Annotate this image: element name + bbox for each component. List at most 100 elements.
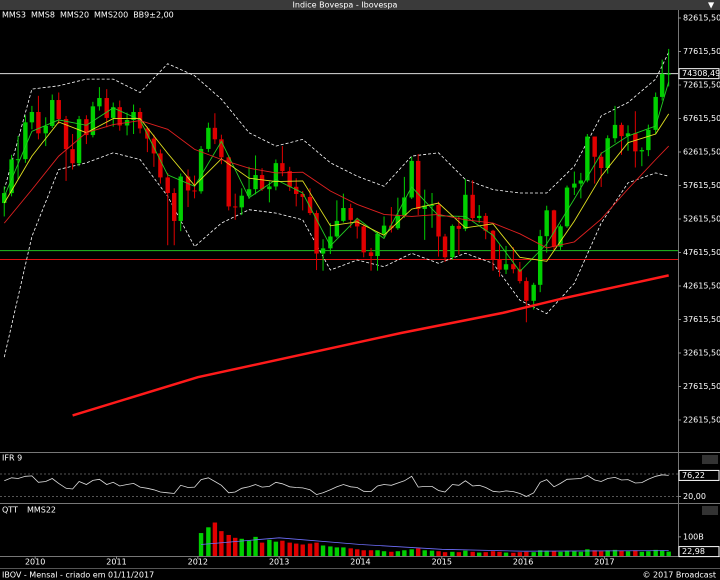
- volume-bar: [198, 533, 204, 556]
- volume-bar: [300, 544, 305, 556]
- menu-arrow[interactable]: ▼: [708, 1, 715, 10]
- candle-body: [592, 136, 597, 157]
- volume-bar: [592, 550, 597, 556]
- volume-bar: [226, 534, 231, 556]
- volume-bar: [625, 551, 631, 556]
- volume-bar: [334, 547, 340, 556]
- legend-entry: MMS200: [94, 11, 128, 20]
- volume-bar: [375, 550, 380, 556]
- candle-body: [558, 226, 563, 247]
- candle-body: [517, 269, 523, 282]
- legend-entry: MMS20: [60, 11, 89, 20]
- volume-bar: [341, 547, 346, 556]
- candle-body: [544, 210, 549, 237]
- candle-body: [476, 215, 482, 219]
- volume-bar: [633, 550, 638, 556]
- volume-bar: [463, 550, 468, 556]
- volume-bar: [314, 542, 319, 556]
- volume-bar: [666, 551, 671, 556]
- value-label: 22,98: [682, 547, 705, 556]
- candle-body: [212, 127, 218, 140]
- y-tick-label: 62615,50: [683, 148, 720, 157]
- volume-average: [201, 537, 669, 552]
- y-tick-label: 37615,50: [683, 315, 720, 324]
- volume-bar: [503, 552, 509, 556]
- value-label: 74308,49: [682, 69, 720, 78]
- candle-body: [219, 139, 224, 158]
- candle-body: [436, 204, 441, 237]
- panel-button[interactable]: [702, 455, 718, 464]
- candle-body: [15, 159, 21, 161]
- legend-entry: MMS8: [31, 11, 55, 20]
- candle-body: [511, 264, 516, 270]
- panel-button[interactable]: [702, 506, 718, 515]
- candle-body: [409, 160, 414, 198]
- volume-bar: [307, 543, 313, 556]
- volume-bar: [585, 549, 590, 556]
- candle-body: [158, 153, 163, 178]
- volume-bar: [395, 551, 401, 556]
- volume-bar: [544, 550, 549, 556]
- volume-bar: [450, 551, 455, 556]
- volume-bar: [328, 546, 333, 556]
- volume-bar: [524, 551, 529, 556]
- candle-body: [287, 171, 292, 187]
- candle-body: [619, 124, 624, 137]
- candle-body: [334, 220, 340, 237]
- candle-body: [172, 193, 177, 221]
- y-tick-label: 67615,50: [683, 114, 720, 123]
- y-tick-label: 72615,50: [683, 81, 720, 90]
- volume-bar: [653, 549, 658, 556]
- candle-body: [104, 98, 109, 118]
- candle-body: [76, 119, 82, 164]
- volume-bar: [442, 552, 448, 556]
- panel-title: IFR 9: [2, 454, 22, 463]
- candle-body: [267, 186, 272, 190]
- legend-entry: MMS3: [2, 11, 26, 20]
- volume-bar: [517, 552, 523, 556]
- volume-bar: [320, 545, 326, 556]
- candle-body: [598, 156, 604, 169]
- candle-body: [490, 230, 496, 260]
- candle-body: [70, 149, 75, 164]
- candle-body: [375, 233, 380, 256]
- volume-bar: [219, 531, 224, 556]
- volume-bar: [470, 551, 475, 556]
- volume-bar: [253, 536, 258, 556]
- candle-body: [659, 73, 665, 97]
- volume-bar: [402, 550, 407, 556]
- candle-body: [456, 225, 462, 229]
- candle-body: [470, 194, 475, 219]
- bollinger-band: [3, 52, 670, 194]
- candle-body: [226, 157, 231, 207]
- x-tick-label: 2011: [106, 558, 126, 567]
- volume-bar: [361, 550, 366, 556]
- y-tick-label: 57615,50: [683, 181, 720, 190]
- volume-bar: [239, 538, 244, 556]
- candle-body: [572, 183, 577, 188]
- candle-body: [300, 193, 305, 197]
- volume-bar: [659, 550, 665, 556]
- x-tick-label: 2014: [350, 558, 370, 567]
- candle-body: [415, 160, 421, 209]
- candle-body: [368, 252, 374, 256]
- candle-body: [273, 163, 279, 187]
- volume-bar: [490, 551, 496, 556]
- candle-body: [117, 107, 122, 126]
- volume-bar: [537, 550, 543, 556]
- volume-bar: [612, 549, 618, 556]
- volume-bar: [368, 550, 374, 556]
- candle-body: [625, 133, 631, 137]
- x-tick-label: 2016: [513, 558, 533, 567]
- volume-bar: [436, 551, 441, 556]
- legend-entry: MMS22: [27, 506, 56, 515]
- candle-body: [29, 111, 35, 123]
- candle-body: [429, 204, 435, 206]
- candle-body: [50, 100, 55, 126]
- candle-body: [605, 138, 610, 169]
- bollinger-band: [3, 152, 669, 358]
- volume-bar: [409, 549, 414, 556]
- y-tick-label: 22615,50: [683, 416, 720, 425]
